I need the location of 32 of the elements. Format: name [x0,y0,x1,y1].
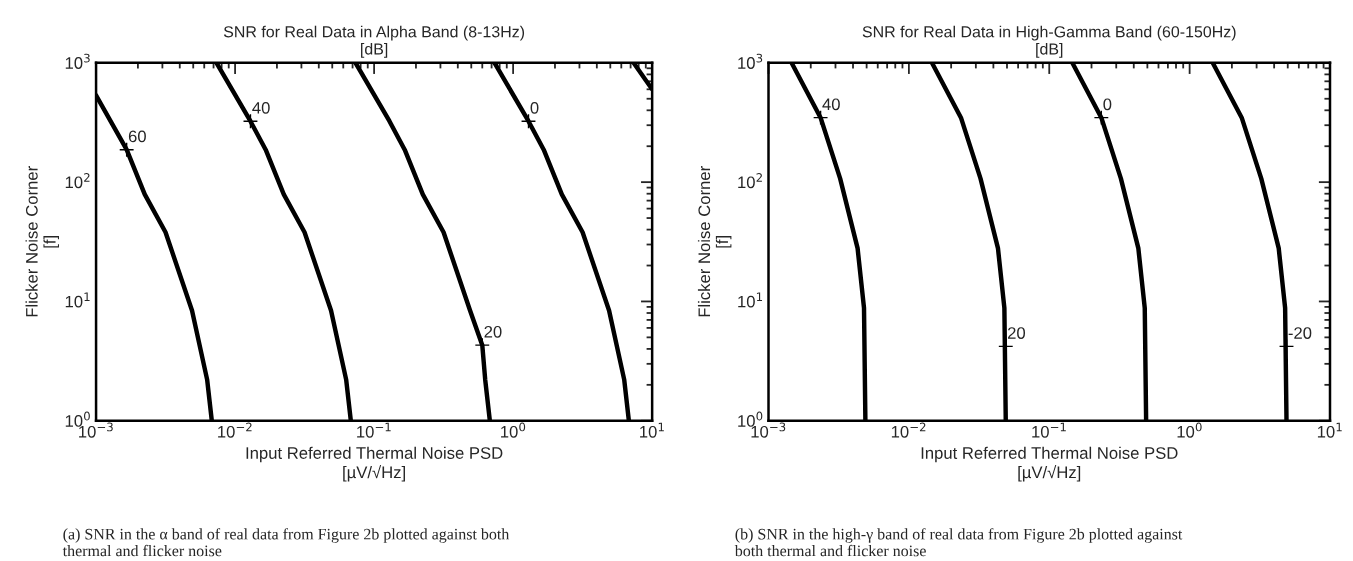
annotation: -20 [1288,327,1312,339]
annotation: 40 [252,101,270,114]
x-axis-title: Input Referred Thermal Noise PSD [µV/√Hz] [246,446,503,482]
annotation: 0 [1103,98,1112,111]
x-tick-label: 10$^{1}$ [640,422,664,438]
y-tick-label: 10$^{0}$ [738,411,763,427]
chart-title: SNR for Real Data in Alpha Band (8-13Hz) [dB] [223,25,525,58]
y-axis-title: Flicker Noise Corner [f] [25,166,59,317]
annotation: 40 [822,98,840,111]
y-tick-label: 10$^{2}$ [738,173,762,189]
x-tick-label: 10$^{−1}$ [1032,422,1066,438]
y-tick-label: 10$^{1}$ [738,292,763,308]
x-tick-label: 10$^{−2}$ [891,422,926,438]
y-tick-label: 10$^{1}$ [65,292,90,308]
x-axis-title: Input Referred Thermal Noise PSD [µV/√Hz] [921,446,1178,482]
x-tick-label: 10$^{0}$ [501,422,526,438]
y-tick-label: 10$^{2}$ [65,173,90,189]
y-axis-title: Flicker Noise Corner [f] [697,166,732,317]
x-tick-label: 10$^{1}$ [1317,422,1342,438]
annotation: 20 [484,325,502,338]
x-tick-label: 10$^{−2}$ [218,422,252,438]
text: (a) SNR in the α band of real data from Figure 2b plotted against both thermal and flicker noise [62,528,510,557]
y-tick-label: 10$^{0}$ [65,411,90,427]
annotation: 20 [1007,327,1026,339]
y-tick-label: 10$^{3}$ [738,53,763,69]
chart-title: SNR for Real Data in High-Gamma Band (60-150Hz) [dB] [862,25,1236,58]
x-tick-label: 10$^{0}$ [1177,422,1202,438]
annotation: 60 [128,130,146,143]
x-tick-label: 10$^{−1}$ [357,422,391,438]
annotation: 0 [530,101,539,114]
y-tick-label: 10$^{3}$ [65,53,90,69]
text: (b) SNR in the high-γ band of real data from Figure 2b plotted against both thermal and flicker noise [734,528,1183,557]
